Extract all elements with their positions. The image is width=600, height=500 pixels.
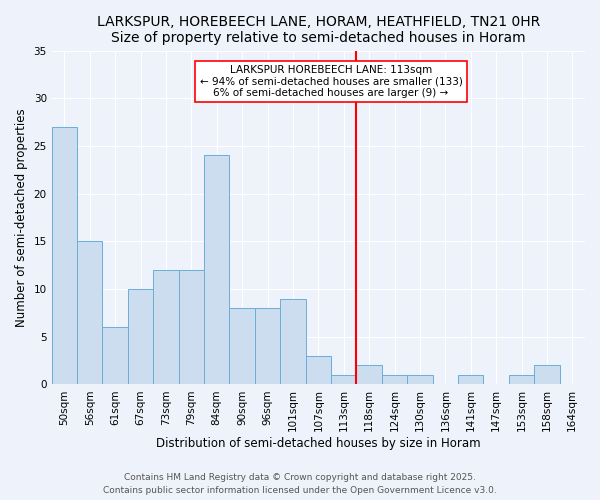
Bar: [280, 298, 305, 384]
Bar: [305, 356, 331, 384]
Bar: [179, 270, 204, 384]
X-axis label: Distribution of semi-detached houses by size in Horam: Distribution of semi-detached houses by …: [156, 437, 481, 450]
Bar: [407, 375, 433, 384]
Bar: [458, 375, 484, 384]
Bar: [103, 327, 128, 384]
Bar: [153, 270, 179, 384]
Bar: [52, 127, 77, 384]
Y-axis label: Number of semi-detached properties: Number of semi-detached properties: [15, 108, 28, 327]
Bar: [128, 289, 153, 384]
Bar: [77, 242, 103, 384]
Bar: [534, 366, 560, 384]
Bar: [229, 308, 255, 384]
Bar: [509, 375, 534, 384]
Bar: [356, 366, 382, 384]
Bar: [331, 375, 356, 384]
Title: LARKSPUR, HOREBEECH LANE, HORAM, HEATHFIELD, TN21 0HR
Size of property relative : LARKSPUR, HOREBEECH LANE, HORAM, HEATHFI…: [97, 15, 540, 45]
Bar: [204, 156, 229, 384]
Bar: [255, 308, 280, 384]
Text: Contains HM Land Registry data © Crown copyright and database right 2025.
Contai: Contains HM Land Registry data © Crown c…: [103, 474, 497, 495]
Text: LARKSPUR HOREBEECH LANE: 113sqm
← 94% of semi-detached houses are smaller (133)
: LARKSPUR HOREBEECH LANE: 113sqm ← 94% of…: [200, 65, 463, 98]
Bar: [382, 375, 407, 384]
